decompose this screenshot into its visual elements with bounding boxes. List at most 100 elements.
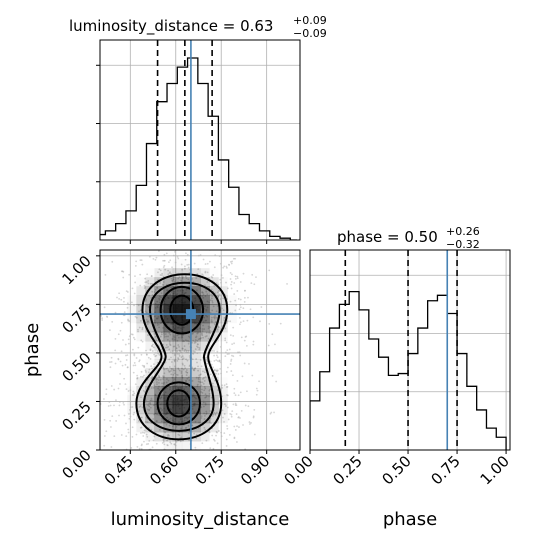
- scatter-point: [233, 392, 236, 395]
- density-cell: [136, 304, 146, 315]
- scatter-point: [218, 399, 221, 402]
- scatter-point: [118, 292, 121, 295]
- scatter-point: [233, 282, 236, 284]
- scatter-point: [125, 422, 127, 425]
- scatter-point: [228, 242, 230, 244]
- scatter-point: [170, 273, 172, 275]
- joint-plot-area: [84, 223, 300, 455]
- scatter-point: [145, 371, 147, 373]
- scatter-point: [93, 453, 95, 455]
- scatter-point: [231, 343, 234, 346]
- scatter-point: [84, 301, 86, 303]
- ld-title-minus: −0.09: [293, 27, 327, 40]
- scatter-point: [216, 328, 219, 331]
- scatter-point: [165, 223, 167, 225]
- scatter-point: [198, 421, 200, 424]
- scatter-point: [147, 442, 150, 445]
- density-cell: [154, 386, 165, 396]
- scatter-point: [180, 436, 183, 439]
- scatter-point: [157, 387, 160, 390]
- scatter-point: [205, 356, 208, 359]
- scatter-point: [166, 439, 168, 442]
- density-cell: [163, 331, 174, 342]
- scatter-point: [181, 362, 184, 365]
- density-cell: [172, 295, 183, 306]
- scatter-point: [239, 298, 242, 301]
- scatter-point: [226, 267, 228, 269]
- scatter-point: [259, 320, 261, 323]
- scatter-point: [181, 374, 184, 377]
- scatter-point: [134, 281, 137, 284]
- scatter-point: [229, 412, 232, 415]
- scatter-point: [167, 335, 169, 338]
- scatter-point: [171, 350, 174, 353]
- scatter-point: [227, 418, 230, 421]
- scatter-point: [141, 326, 144, 329]
- scatter-point: [187, 351, 189, 354]
- scatter-point: [184, 275, 187, 278]
- density-cell: [154, 413, 165, 424]
- density-cell: [127, 414, 137, 424]
- scatter-point: [167, 236, 169, 238]
- scatter-point: [171, 425, 174, 428]
- scatter-point: [209, 326, 212, 329]
- density-cell: [172, 404, 183, 415]
- scatter-point: [164, 361, 167, 364]
- scatter-point: [165, 381, 168, 384]
- scatter-point: [177, 277, 180, 280]
- scatter-point: [144, 399, 147, 402]
- scatter-point: [157, 379, 160, 381]
- scatter-point: [150, 377, 153, 380]
- scatter-point: [145, 443, 148, 446]
- scatter-point: [268, 323, 271, 325]
- scatter-point: [243, 289, 246, 292]
- scatter-point: [208, 233, 210, 235]
- scatter-point: [144, 420, 147, 423]
- scatter-point: [169, 271, 171, 274]
- scatter-point: [202, 232, 204, 234]
- scatter-point: [207, 327, 210, 330]
- scatter-point: [170, 370, 172, 372]
- density-cell: [145, 277, 156, 287]
- joint-contours: [135, 273, 229, 441]
- scatter-point: [167, 345, 170, 348]
- density-cell: [200, 395, 210, 406]
- scatter-point: [136, 377, 139, 380]
- scatter-point: [216, 291, 219, 294]
- scatter-point: [209, 447, 212, 450]
- scatter-point: [224, 403, 226, 406]
- scatter-point: [176, 350, 178, 353]
- scatter-point: [140, 432, 142, 434]
- scatter-point: [168, 342, 171, 344]
- scatter-point: [209, 410, 212, 412]
- scatter-point: [111, 260, 114, 263]
- scatter-point: [141, 340, 144, 343]
- scatter-point: [174, 451, 176, 453]
- scatter-point: [163, 253, 166, 256]
- density-cell: [136, 422, 146, 433]
- scatter-point: [161, 272, 164, 275]
- scatter-point: [133, 411, 136, 414]
- scatter-point: [174, 369, 176, 372]
- scatter-point: [163, 332, 165, 335]
- density-cell: [181, 413, 192, 424]
- scatter-point: [151, 282, 154, 285]
- scatter-point: [170, 367, 173, 370]
- scatter-point: [141, 263, 144, 266]
- scatter-point: [123, 414, 126, 417]
- scatter-point: [176, 352, 179, 355]
- scatter-point: [105, 393, 108, 395]
- density-cell: [181, 295, 192, 306]
- scatter-point: [243, 301, 246, 303]
- scatter-point: [168, 424, 171, 427]
- scatter-point: [229, 278, 232, 280]
- scatter-point: [196, 343, 199, 346]
- scatter-point: [128, 273, 131, 276]
- scatter-point: [215, 282, 218, 285]
- scatter-point: [141, 375, 144, 378]
- scatter-point: [160, 227, 162, 229]
- scatter-point: [126, 302, 129, 305]
- scatter-point: [134, 275, 136, 278]
- scatter-point: [151, 375, 154, 378]
- scatter-point: [181, 367, 183, 370]
